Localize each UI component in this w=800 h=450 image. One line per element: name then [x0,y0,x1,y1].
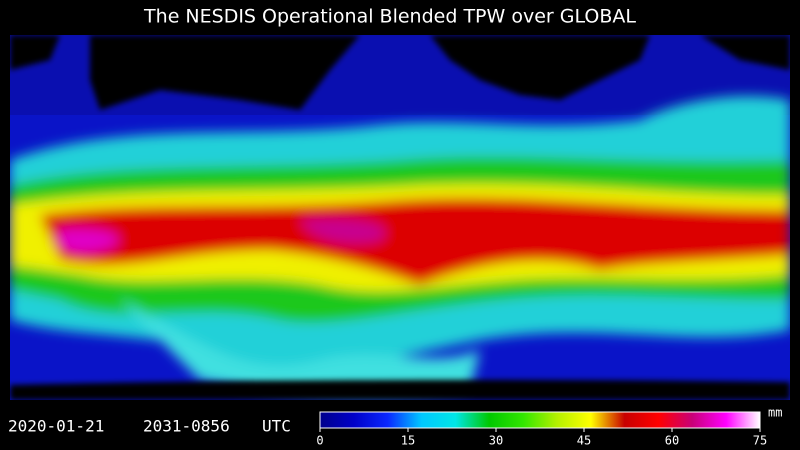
colorbar-tick-label: 0 [316,434,323,448]
map-title: The NESDIS Operational Blended TPW over … [143,6,636,28]
zone-label: UTC [262,417,291,436]
time-label: 2031-0856 [143,417,230,436]
tpw-field [10,35,790,400]
date-label: 2020-01-21 [8,417,104,436]
colorbar-tick-label: 75 [753,434,767,448]
colorbar-tick-label: 60 [665,434,679,448]
colorbar-tick-label: 15 [401,434,415,448]
colorbar-unit: mm [768,406,782,420]
colorbar-tick-label: 45 [577,434,591,448]
colorbar-tick-label: 30 [489,434,503,448]
colorbar [319,411,761,429]
